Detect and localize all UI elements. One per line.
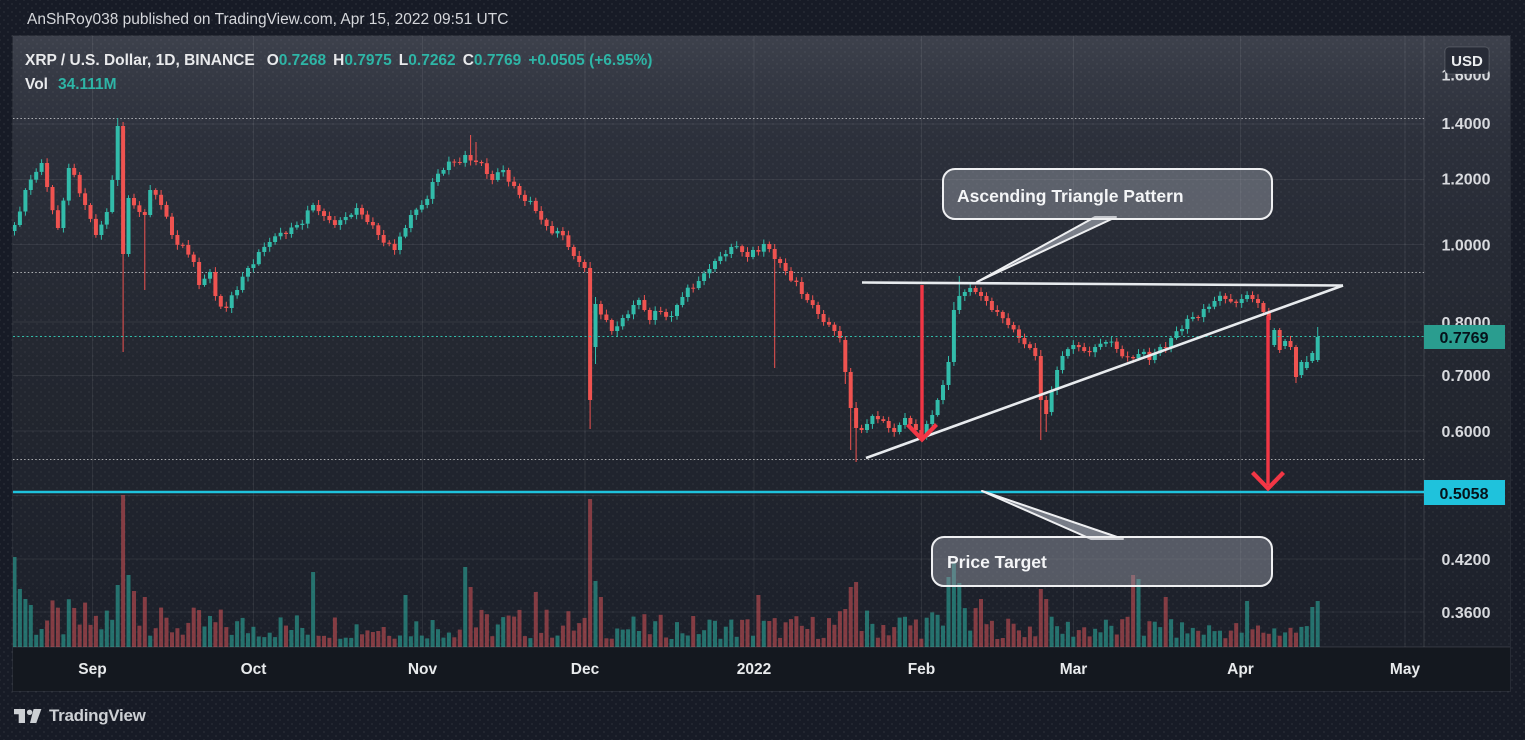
svg-text:0.3600: 0.3600	[1442, 605, 1491, 622]
svg-text:Oct: Oct	[241, 661, 267, 678]
svg-text:0.7000: 0.7000	[1442, 368, 1491, 385]
svg-text:1.0000: 1.0000	[1442, 238, 1491, 255]
svg-text:2022: 2022	[737, 661, 771, 678]
svg-text:May: May	[1390, 661, 1421, 678]
svg-text:Apr: Apr	[1227, 661, 1254, 678]
svg-text:USD: USD	[1451, 53, 1483, 70]
svg-text:1.4000: 1.4000	[1442, 116, 1491, 133]
svg-text:Mar: Mar	[1060, 661, 1088, 678]
svg-text:Dec: Dec	[571, 661, 600, 678]
svg-text:Ascending Triangle Pattern: Ascending Triangle Pattern	[957, 186, 1184, 206]
svg-text:1.2000: 1.2000	[1442, 172, 1491, 189]
svg-text:Nov: Nov	[408, 661, 438, 678]
svg-text:0.4200: 0.4200	[1442, 552, 1491, 569]
svg-text:0.7769: 0.7769	[1440, 330, 1489, 347]
svg-text:XRP / U.S. Dollar, 1D, BINANCE: XRP / U.S. Dollar, 1D, BINANCE O0.7268 H0.…	[25, 52, 652, 69]
svg-text:0.6000: 0.6000	[1442, 424, 1491, 441]
svg-text:Price Target: Price Target	[947, 552, 1047, 572]
svg-text:Feb: Feb	[908, 661, 936, 678]
svg-text:0.5058: 0.5058	[1440, 486, 1489, 503]
svg-text:Sep: Sep	[78, 661, 106, 678]
